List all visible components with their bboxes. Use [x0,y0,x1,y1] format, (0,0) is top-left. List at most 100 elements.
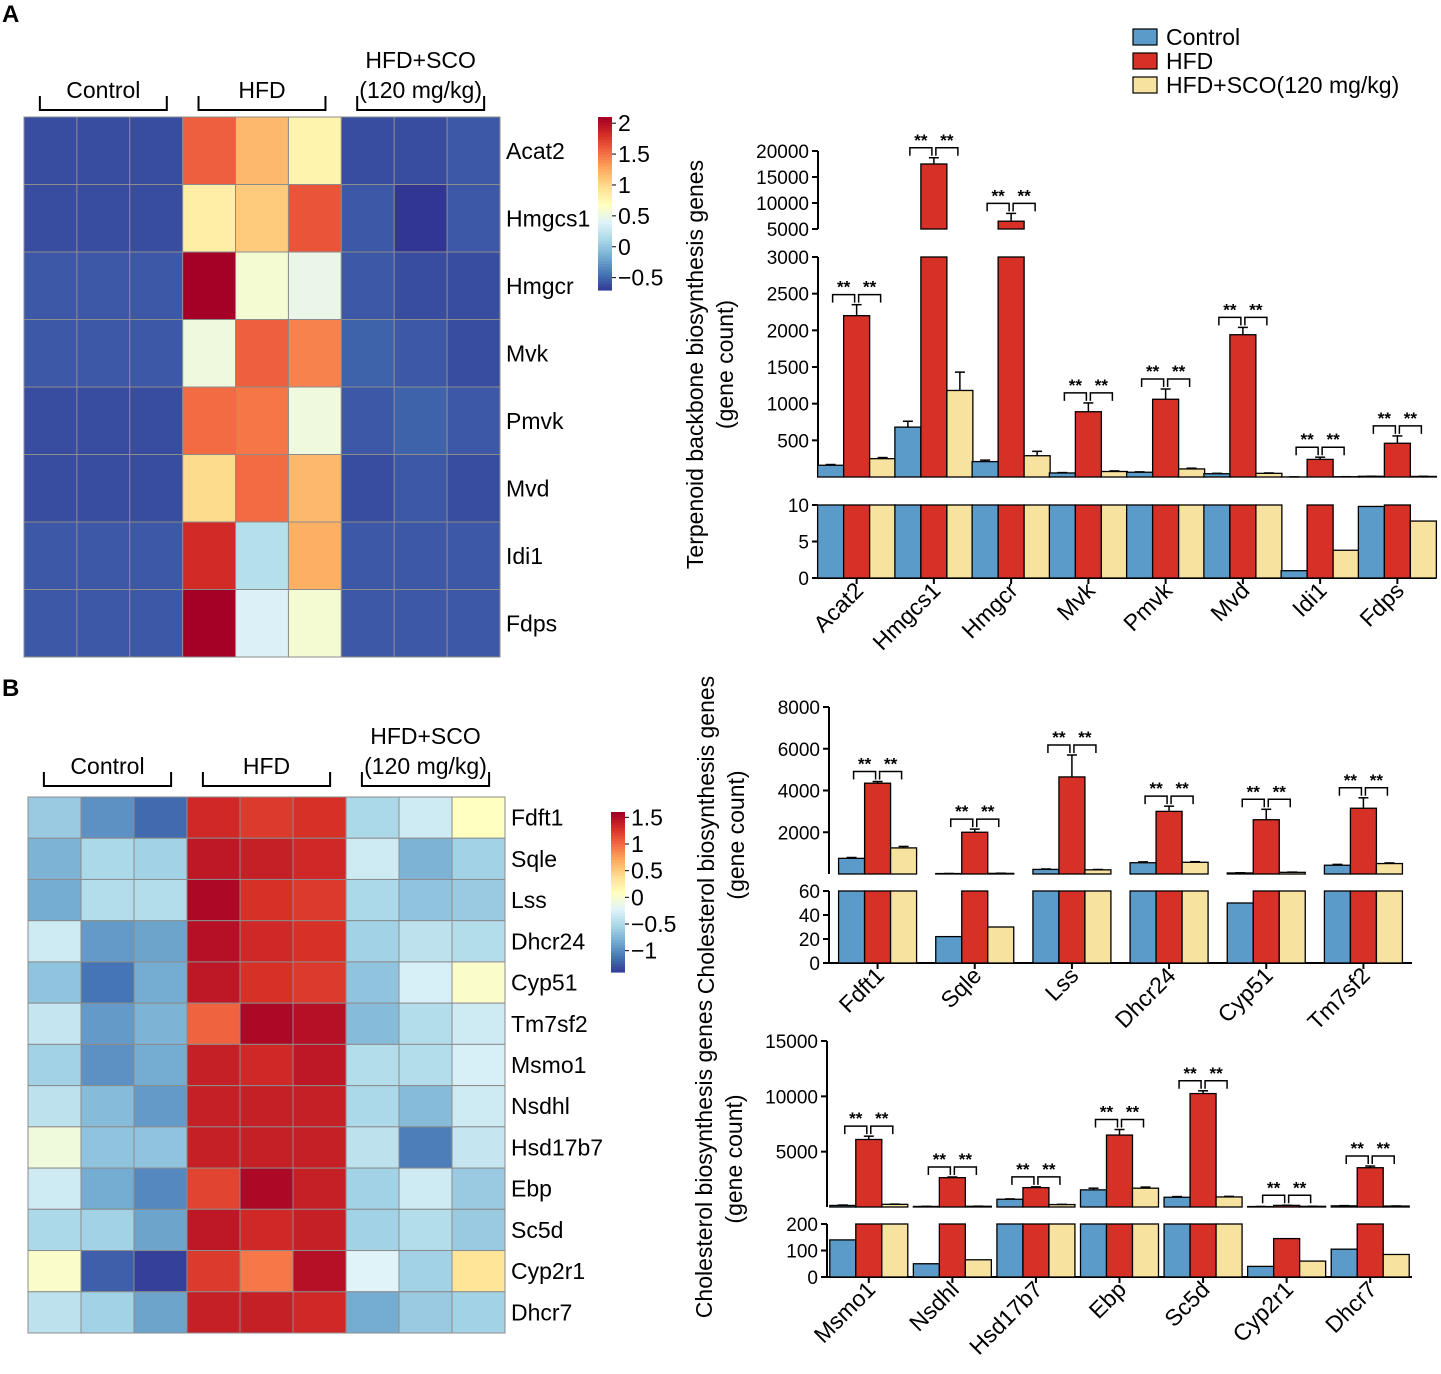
heatmap-a-colorbar-step [598,275,612,280]
heatmap-b-cell-fdft1-7 [345,796,400,839]
heatmap-b-cell-tm7sf2-6 [292,1002,347,1045]
bar-b2-bar-msmo1-control [829,1239,857,1278]
heatmap-b-cell-dhcr24-4 [186,920,241,963]
heatmap-a-cell-fdps-1 [23,589,78,658]
heatmap-b-cell-fdft1-8 [398,796,453,839]
heatmap-a-colorbar-step [598,223,612,228]
bar-b1-sig-bracket [1144,795,1168,805]
bar-a-sig-bracket [1398,425,1423,434]
bar-a-bar-hmgcr-control [971,460,999,478]
heatmap-a-cell-hmgcr-2 [76,251,131,320]
heatmap-a-group-bracket-1 [38,96,168,111]
heatmap-a-group-bracket-2 [197,96,327,111]
heatmap-a-colorbar-step [598,264,612,268]
bar-a-bar-mvd-hfd-sco-120-mg-kg [1255,504,1283,579]
bar-b1-ytick-label: 8000 [778,698,820,719]
bar-a-ytick-label: 0 [798,569,809,590]
heatmap-a-colorbar-step [598,203,612,207]
heatmap-a-gene-label-idi1: Idi1 [506,543,543,569]
heatmap-a-colorbar-step [598,215,612,219]
heatmap-b-cell-sqle-4 [186,837,241,880]
heatmap-b-cell-fdft1-1 [27,796,82,839]
bar-a-sig-label: ** [863,278,877,297]
bar-b1-sig-label: ** [1273,782,1287,801]
heatmap-b-cell-tm7sf2-7 [345,1002,400,1045]
heatmap-b-cell-cyp2r1-7 [345,1250,400,1293]
heatmap-b-cell-lss-5 [239,878,294,922]
bar-a-sig-bracket [909,147,933,156]
heatmap-b-cell-cyp51-8 [398,961,453,1004]
heatmap-b-cell-fdft1-5 [239,796,294,839]
heatmap-a-cell-mvd-8 [393,454,448,523]
heatmap-a-cell-hmgcr-1 [23,251,78,320]
heatmap-b-cell-nsdhl-5 [239,1085,294,1128]
bar-a-bar-mvd-hfd [1229,504,1257,579]
legend-label-control: Control [1166,24,1240,50]
heatmap-a-cell-mvd-2 [76,454,131,523]
bar-b1-ytick-label: 6000 [778,740,820,761]
heatmap-b-colorbar-label: −0.5 [631,911,676,937]
bar-b1-bar-fdft1-hfd [863,782,892,875]
bar-a-sig-label: ** [940,131,954,150]
bar-a-sig-bracket [1063,392,1088,401]
heatmap-b-cell-sc5d-9 [451,1208,506,1252]
bar-a-ytick-label: 5 [798,533,809,554]
heatmap-a-cell-acat2-7 [340,116,395,185]
heatmap-b-group-label-control: Control [70,753,144,779]
bar-b2-sig-label: ** [1183,1064,1197,1083]
heatmap-a-colorbar-step [598,154,612,158]
heatmap-b-colorbar-step [611,844,625,848]
heatmap-a-colorbar-step [598,212,612,216]
heatmap-b-cell-nsdhl-7 [345,1085,400,1128]
heatmap-b-colorbar-step [611,918,625,922]
bar-b2-bar-ebp-control [1079,1223,1108,1278]
bar-a-bar-pmvk-control [1125,471,1154,478]
heatmap-b-colorbar-step [611,894,625,898]
heatmap-b-cell-sc5d-5 [239,1208,294,1252]
bar-b2-bar-sc5d-hfd [1189,1223,1217,1278]
heatmap-a-colorbar-step [598,191,612,196]
bar-b1-category-label-fdft1: Fdft1 [834,962,889,1017]
heatmap-a-colorbar-step [598,281,612,285]
bar-b2-sig-bracket [1120,1118,1145,1128]
bar-b2-sig-label: ** [959,1150,973,1169]
heatmap-b-cell-msmo1-9 [451,1043,506,1087]
heatmap-b-cell-cyp2r1-9 [451,1250,506,1293]
heatmap-b-colorbar-step [611,852,625,856]
heatmap-b-colorbar-step [611,924,625,928]
heatmap-b-cell-tm7sf2-8 [398,1002,453,1045]
heatmap-b-cell-dhcr24-9 [451,920,506,963]
bar-a-sig-bracket [1372,425,1397,434]
heatmap-a-group-label-hfd-sco: HFD+SCO [365,47,476,73]
heatmap-a-colorbar-step [598,163,612,167]
bar-a-bar-mvk-hfd [1074,411,1103,478]
heatmap-a-cell-mvk-5 [235,319,289,388]
heatmap-b-colorbar-step [611,878,625,882]
heatmap-b-cell-sc5d-6 [292,1208,347,1252]
bar-b1-ytick-label: 2000 [778,823,820,844]
bar-a-bar-idi1-hfd [1306,458,1334,478]
bar-b1-category-label-lss: Lss [1040,962,1084,1006]
heatmap-b-gene-label-ebp: Ebp [511,1176,552,1202]
heatmap-a-cell-hmgcr-9 [446,251,501,320]
heatmap-b-cell-tm7sf2-3 [133,1002,188,1045]
bar-b2-category-label-ebp: Ebp [1084,1276,1131,1323]
heatmap-a-colorbar-step [598,226,612,231]
heatmap-a-cell-mvd-4 [182,454,237,523]
bar-a-category-label-hmgcr: Hmgcr [956,577,1023,644]
heatmap-a-colorbar-step [598,246,612,251]
heatmap-a-colorbar-step [598,258,612,262]
bar-b2-bar-ebp-hfd [1105,1223,1134,1278]
bar-b1-sig-bracket [1267,798,1291,808]
heatmap-b-colorbar-step [611,966,625,970]
bar-b1-bar-fdft1-hfd-sco-120-mg-kg [889,847,918,875]
heatmap-b-cell-ebp-1 [27,1167,82,1210]
bar-b2-bar-hsd17b7-hfd [1022,1186,1050,1208]
bar-b1-bar-tm7sf2-hfd [1349,807,1378,875]
heatmap-a-cell-pmvk-9 [446,386,501,455]
bar-b1-sig-bracket [976,818,1000,828]
heatmap-b-cell-cyp51-1 [27,961,82,1004]
heatmap-a-cell-pmvk-7 [340,386,395,455]
heatmap-b-gene-label-sc5d: Sc5d [511,1217,563,1243]
bar-a-ytick-label: 10 [788,496,809,517]
